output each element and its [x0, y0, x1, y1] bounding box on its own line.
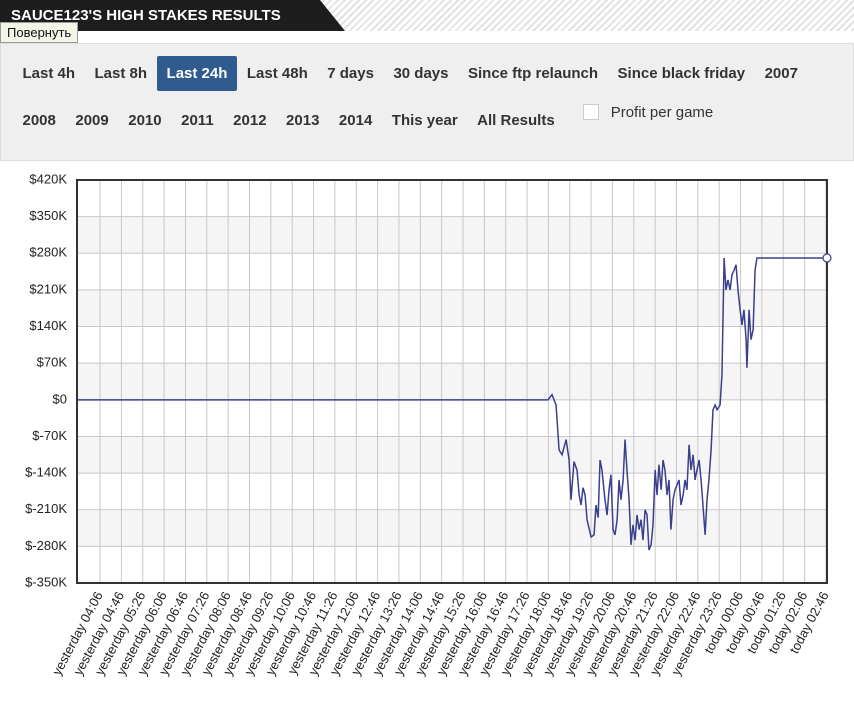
filter-button[interactable]: 2014: [338, 112, 373, 129]
filter-button[interactable]: Last 24h: [157, 56, 237, 91]
grid-band: [77, 216, 827, 254]
chart: $-350K $-280K $-210K $-140K $-70K $0 $70K $140K…: [25, 171, 832, 677]
grid-band: [77, 363, 827, 400]
filter-button[interactable]: All Results: [477, 112, 555, 129]
tooltip: Повернуть: [0, 22, 79, 43]
filter-panel: Last 4h Last 8h Last 24h Last 48h 7 days 30 d…: [0, 43, 854, 161]
filter-button[interactable]: 2008: [22, 112, 56, 129]
data-line: [77, 257, 827, 551]
checkbox-label[interactable]: Profit per game: [610, 103, 714, 121]
end-marker: [822, 253, 832, 263]
filter-button[interactable]: 2010: [128, 112, 162, 129]
y-tick-label: $-350K: [25, 574, 67, 589]
y-tick-label: $-140K: [25, 465, 67, 480]
y-tick-label: $-280K: [25, 538, 67, 553]
page-title: SAUCE123'S HIGH STAKES RESULTS: [11, 7, 281, 24]
filter-button[interactable]: Last 4h: [22, 65, 76, 82]
filter-button[interactable]: 2013: [286, 112, 320, 129]
filter-button[interactable]: This year: [391, 112, 458, 129]
filter-button[interactable]: Since black friday: [617, 65, 746, 82]
filter-button[interactable]: 2009: [75, 112, 109, 129]
filter-button[interactable]: 2011: [181, 112, 214, 129]
checkbox-field[interactable]: Profit per game: [582, 103, 714, 121]
filter-button[interactable]: Since ftp relaunch: [468, 65, 599, 82]
y-tick-label: $140K: [29, 318, 67, 333]
filter-button[interactable]: 2007: [764, 65, 798, 82]
filter-button[interactable]: Last 48h: [246, 65, 308, 82]
y-tick-label: $70K: [37, 355, 68, 370]
header-bar: SAUCE123'S HIGH STAKES RESULTS: [0, 0, 854, 31]
grid-band: [77, 289, 827, 327]
grid-band: [77, 509, 827, 547]
filter-row: Last 4h Last 8h Last 24h Last 48h 7 days 30 d…: [13, 56, 808, 91]
y-tick-label: $-210K: [25, 501, 67, 516]
filter-button[interactable]: 30 days: [393, 65, 449, 82]
filter-button[interactable]: Last 8h: [94, 65, 148, 82]
y-tick-label: $-70K: [32, 428, 67, 443]
y-tick-label: $280K: [29, 245, 67, 260]
filter-button[interactable]: 2012: [233, 112, 267, 129]
filter-row: 2008 2009 2010 2011 2012 2013 2014 This year All…: [13, 103, 714, 138]
grid-band: [77, 436, 827, 474]
y-tick-label: $350K: [29, 208, 67, 223]
plot-border: [76, 179, 828, 584]
y-tick-label: $210K: [29, 281, 67, 296]
checkbox[interactable]: [582, 104, 599, 120]
y-tick-label: $0: [53, 391, 67, 406]
y-tick-label: $420K: [29, 171, 67, 186]
filter-button[interactable]: 7 days: [327, 65, 374, 82]
